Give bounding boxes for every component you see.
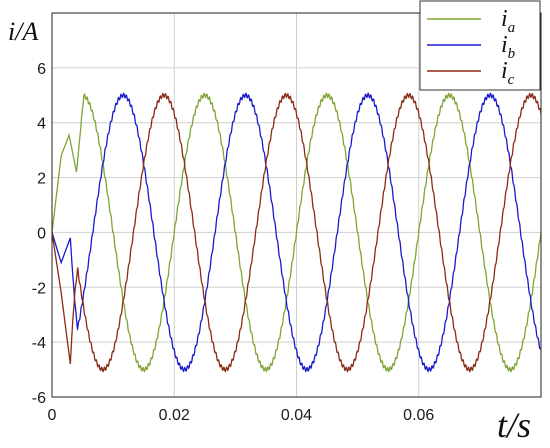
x-tick-label: 0 bbox=[48, 407, 57, 424]
y-tick-label: 4 bbox=[37, 116, 46, 133]
x-axis-label: t/s bbox=[497, 405, 531, 445]
y-axis-label: i/A bbox=[8, 17, 38, 46]
x-tick-label: 0.02 bbox=[159, 407, 190, 424]
series-line-i_b bbox=[51, 92, 542, 373]
y-tick-label: 2 bbox=[37, 171, 46, 188]
y-tick-label: -6 bbox=[32, 390, 46, 407]
y-tick-label: 0 bbox=[37, 225, 46, 242]
legend-label-i_c: ic bbox=[501, 58, 515, 88]
plot-frame bbox=[51, 12, 542, 398]
series-line-i_c bbox=[51, 92, 542, 373]
y-tick-label: 6 bbox=[37, 61, 46, 78]
legend-label-i_b: ib bbox=[501, 32, 516, 62]
legend-label-i_a: ia bbox=[501, 6, 515, 36]
y-tick-label: -4 bbox=[32, 335, 46, 352]
x-tick-label: 0.04 bbox=[281, 407, 312, 424]
x-tick-label: 0.06 bbox=[403, 407, 434, 424]
y-tick-label: -2 bbox=[32, 280, 46, 297]
series-line-i_a bbox=[51, 92, 542, 373]
plot-series bbox=[51, 92, 542, 373]
tick-labels: 0 0.02 0.04 0.06 -6 -4 -2 0 2 4 6 bbox=[32, 61, 435, 424]
